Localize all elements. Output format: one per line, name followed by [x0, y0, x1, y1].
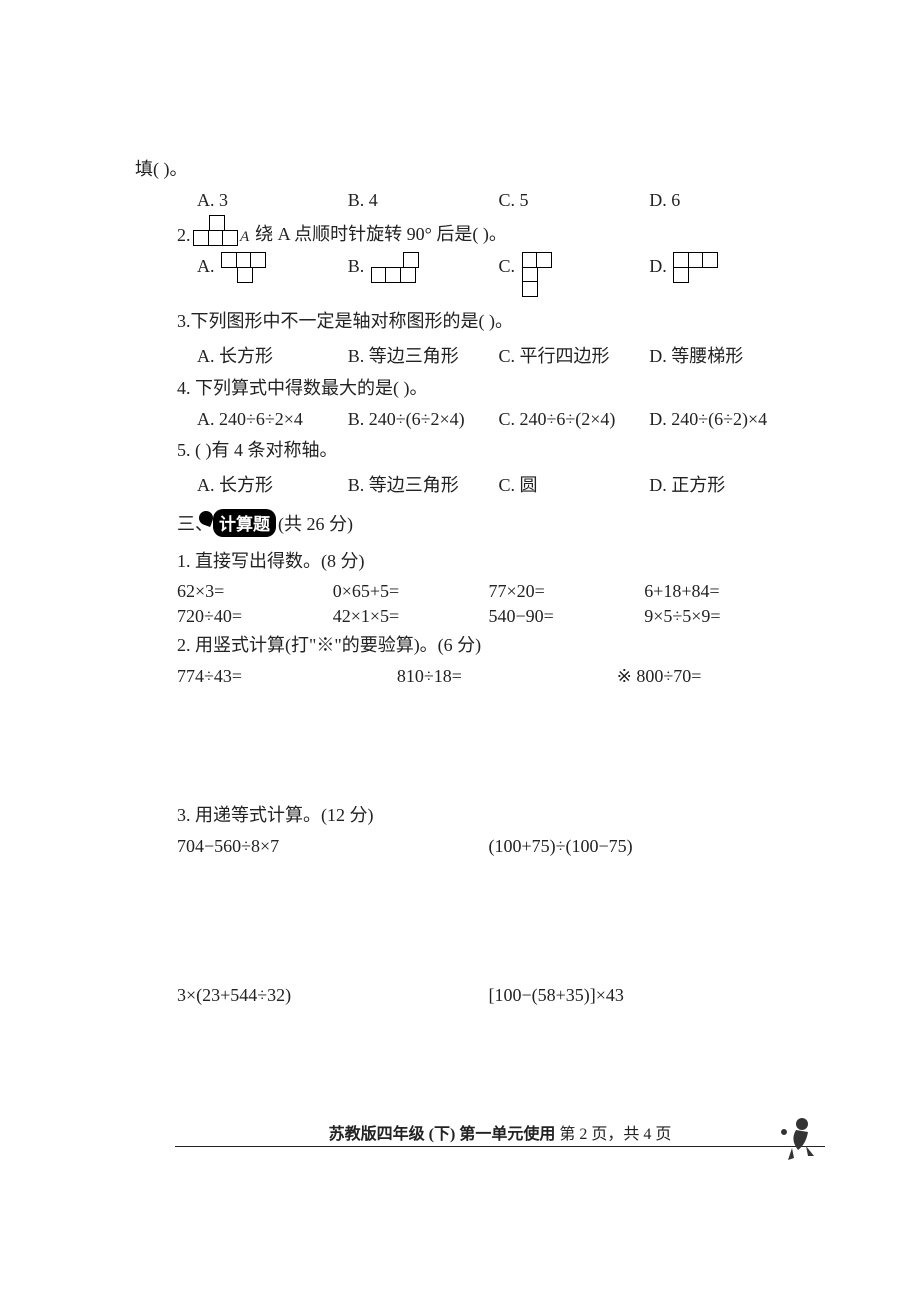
q2-line: 2. A 绕 A 点顺时针旋转 90° 后是( )。 [177, 217, 800, 246]
q2-opt-b-label: B. [348, 254, 365, 277]
q3-text: 3.下列图形中不一定是轴对称图形的是( )。 [177, 307, 800, 336]
page-footer: 苏教版四年级 (下) 第一单元使用 第 2 页，共 4 页 [175, 1120, 825, 1147]
q4-options: A. 240÷6÷2×4 B. 240÷(6÷2×4) C. 240÷6÷(2×… [197, 409, 800, 430]
calc1-c: 77×20= [489, 581, 645, 602]
q2-opt-c-icon [523, 254, 552, 298]
eq1-a: 704−560÷8×7 [177, 836, 489, 857]
q5-options: A. 长方形 B. 等边三角形 C. 圆 D. 正方形 [197, 471, 800, 497]
q4-text: 4. 下列算式中得数最大的是( )。 [177, 374, 800, 403]
q2-text: 绕 A 点顺时针旋转 90° 后是( )。 [255, 220, 507, 246]
q2-opt-c: C. [499, 254, 650, 298]
s3-3-text: 3. 用递等式计算。(12 分) [177, 801, 800, 830]
section-3-badge: 计算题 [213, 509, 276, 537]
eq-row-1: 704−560÷8×7 (100+75)÷(100−75) [177, 836, 800, 857]
q4-opt-d: D. 240÷(6÷2)×4 [649, 409, 800, 430]
q2-opt-c-label: C. [499, 254, 516, 277]
eq-row-2: 3×(23+544÷32) [100−(58+35)]×43 [177, 985, 800, 1006]
calc3-b: 810÷18= [397, 666, 617, 687]
section-3-title: 三、 计算题 (共 26 分) [177, 509, 800, 537]
q2-opt-a-label: A. [197, 254, 215, 277]
eq2-b: [100−(58+35)]×43 [489, 985, 801, 1006]
footer-bold: 苏教版四年级 (下) 第一单元使用 [329, 1126, 556, 1143]
calc1-b: 0×65+5= [333, 581, 489, 602]
q2-opt-a: A. [197, 254, 348, 283]
eq1-b: (100+75)÷(100−75) [489, 836, 801, 857]
q2-opt-d: D. [649, 254, 800, 283]
s3-2-text: 2. 用竖式计算(打"※"的要验算)。(6 分) [177, 631, 800, 660]
calc2-a: 720÷40= [177, 606, 333, 627]
calc-row-3: 774÷43= 810÷18= ※ 800÷70= [177, 666, 800, 687]
q2-number: 2. [177, 225, 191, 246]
q3-opt-a: A. 长方形 [197, 342, 348, 368]
q2-opt-d-label: D. [649, 254, 667, 277]
q4-opt-c: C. 240÷6÷(2×4) [499, 409, 650, 430]
calc-row-2: 720÷40= 42×1×5= 540−90= 9×5÷5×9= [177, 606, 800, 627]
q4-opt-b: B. 240÷(6÷2×4) [348, 409, 499, 430]
corner-decoration-icon [770, 1112, 820, 1162]
calc2-b: 42×1×5= [333, 606, 489, 627]
q1-opt-d: D. 6 [649, 190, 800, 211]
eq2-a: 3×(23+544÷32) [177, 985, 489, 1006]
calc2-c: 540−90= [489, 606, 645, 627]
calc3-c: ※ 800÷70= [617, 666, 800, 687]
q2-opt-b-icon [372, 254, 419, 283]
q1-opt-a: A. 3 [197, 190, 348, 211]
q4-opt-a: A. 240÷6÷2×4 [197, 409, 348, 430]
q3-options: A. 长方形 B. 等边三角形 C. 平行四边形 D. 等腰梯形 [197, 342, 800, 368]
footer-page: 第 2 页，共 4 页 [555, 1126, 671, 1143]
q2-opt-b: B. [348, 254, 499, 283]
q2-opt-d-icon [675, 254, 719, 283]
q3-opt-c: C. 平行四边形 [499, 342, 650, 368]
q5-opt-b: B. 等边三角形 [348, 471, 499, 497]
q3-opt-d: D. 等腰梯形 [649, 342, 800, 368]
q1-opt-c: C. 5 [499, 190, 650, 211]
calc1-d: 6+18+84= [644, 581, 800, 602]
q1-opt-b: B. 4 [348, 190, 499, 211]
calc1-a: 62×3= [177, 581, 333, 602]
calc3-a: 774÷43= [177, 666, 397, 687]
q3-opt-b: B. 等边三角形 [348, 342, 499, 368]
q5-opt-a: A. 长方形 [197, 471, 348, 497]
q5-opt-c: C. 圆 [499, 471, 650, 497]
q2-point-a-label: A [240, 229, 249, 246]
section-3-points: (共 26 分) [278, 510, 353, 536]
s3-1-text: 1. 直接写出得数。(8 分) [177, 547, 800, 576]
q2-opt-a-icon [223, 254, 267, 283]
calc2-d: 9×5÷5×9= [644, 606, 800, 627]
fill-blank-line: 填( )。 [135, 155, 800, 184]
q5-opt-d: D. 正方形 [649, 471, 800, 497]
q5-text: 5. ( )有 4 条对称轴。 [177, 436, 800, 465]
calc-row-1: 62×3= 0×65+5= 77×20= 6+18+84= [177, 581, 800, 602]
q2-options: A. B. C. D. [197, 254, 800, 298]
q2-figure-icon [195, 217, 239, 246]
q1-options: A. 3 B. 4 C. 5 D. 6 [197, 190, 800, 211]
